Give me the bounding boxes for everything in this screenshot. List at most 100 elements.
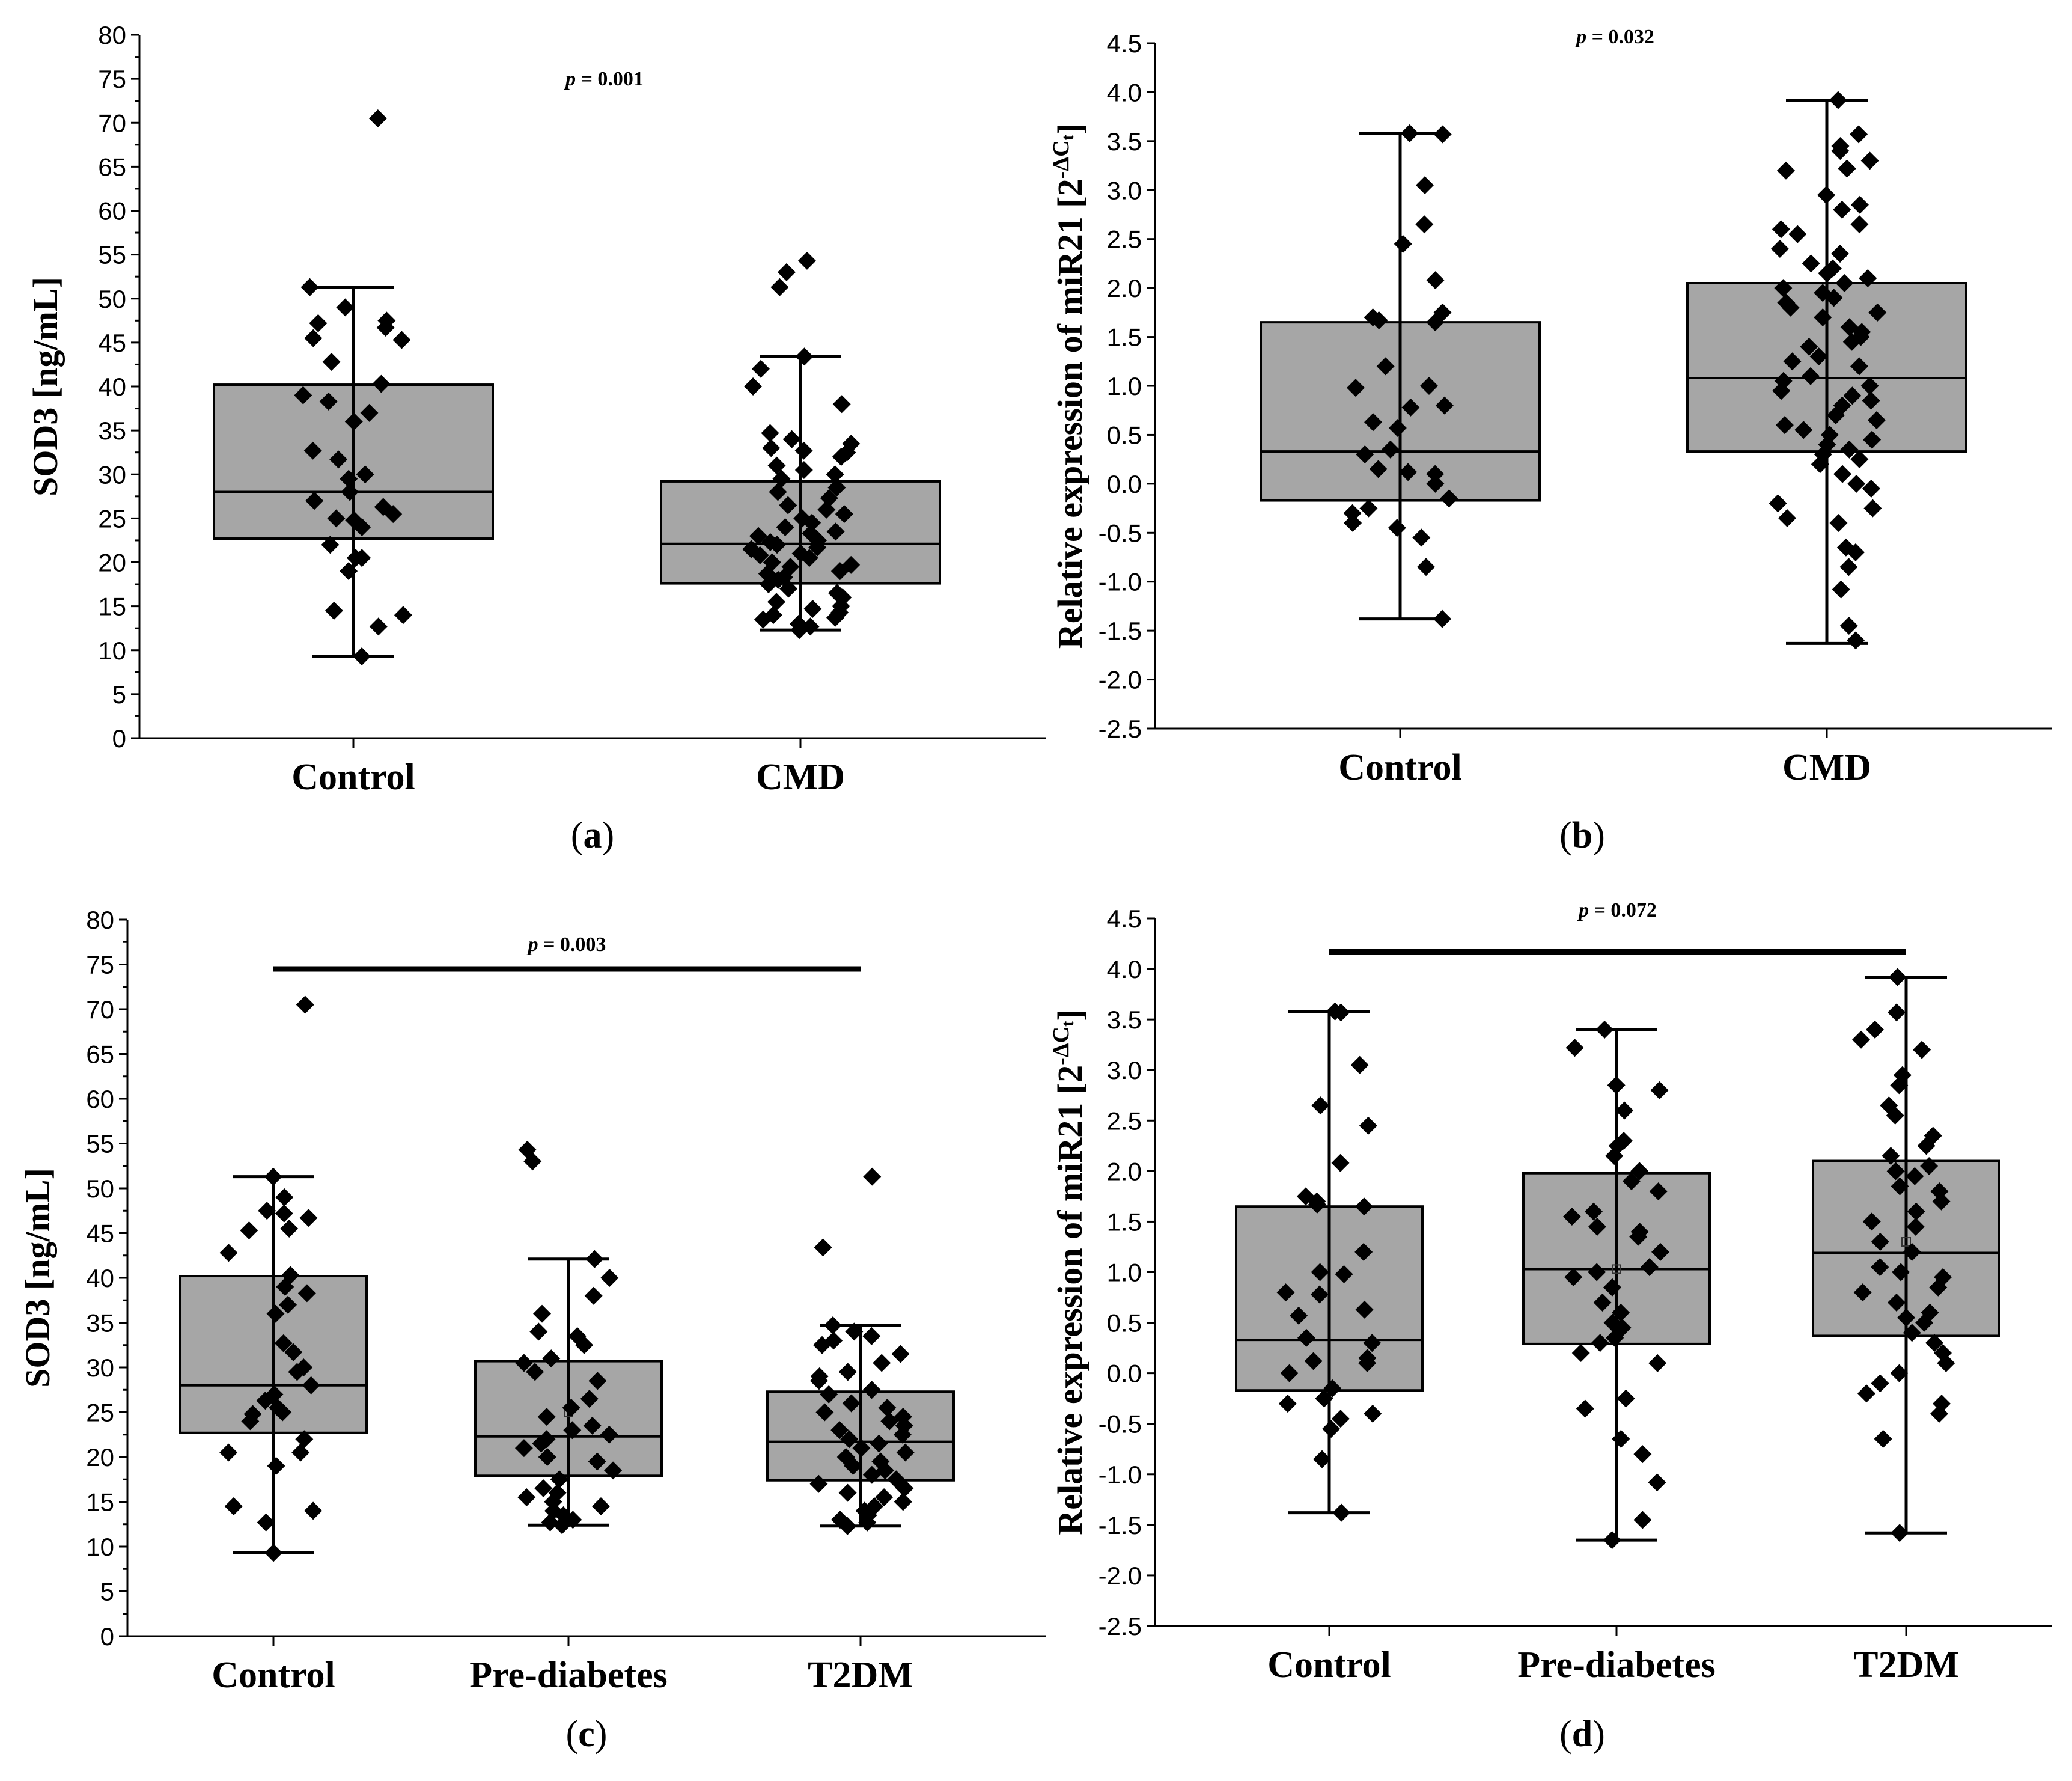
data-point [1412,528,1431,547]
data-point [1783,352,1802,371]
data-point [1650,1081,1669,1099]
data-point [1891,1524,1909,1542]
data-point [1615,1101,1634,1120]
data-point [769,483,787,501]
data-point [360,403,379,422]
data-point [368,109,387,127]
data-point [1831,245,1850,263]
data-point [257,1513,275,1532]
data-point [541,1513,559,1532]
data-point [1612,1303,1630,1322]
data-point [1331,1153,1350,1172]
data-point [264,1544,283,1562]
data-point [1937,1354,1955,1372]
data-point [304,1501,323,1520]
data-point [762,439,781,457]
data-point [1847,631,1865,650]
data-point [894,1492,912,1511]
data-point [1633,1511,1652,1529]
data-point [1280,1364,1299,1382]
y-tick-label: 50 [86,1175,114,1203]
data-point [1308,1195,1326,1214]
data-point [533,1304,552,1323]
data-point [1781,298,1800,317]
data-point [1630,1162,1649,1181]
y-tick-label: 0 [100,1622,114,1651]
chart-panel-2: 0 5 10 15 20 25 30 35 40 45 50 55 60 65 70 75 80 Control P… [18,906,1046,1755]
data-point [835,505,853,524]
data-point [1433,609,1452,628]
y-tick-label: 45 [86,1220,114,1248]
y-tick-label: 70 [86,995,114,1024]
y-tick-label: 4.0 [1107,955,1142,983]
data-point [224,1497,243,1515]
data-point [266,1304,285,1323]
data-point [820,1385,838,1404]
y-tick-label: 65 [86,1040,114,1069]
data-point [1907,1202,1925,1221]
data-point [1850,357,1869,376]
data-point [826,465,844,484]
y-tick-label: 1.0 [1107,1259,1142,1287]
data-point [580,1390,599,1408]
data-point [1826,406,1845,424]
data-point [1622,1172,1641,1191]
data-point [1381,440,1400,459]
data-point [275,1204,293,1223]
data-point [1772,220,1790,239]
data-point [832,395,851,414]
data-point [1868,303,1887,322]
data-point [1364,413,1383,432]
data-point [1832,580,1850,599]
y-tick-label: -2.5 [1098,1612,1142,1640]
x-category-label: Control [291,757,415,798]
data-point [336,298,355,317]
box-pre-diabetes [474,1140,663,1535]
data-point [353,518,371,536]
panel-label: (a) [571,815,614,856]
data-point [353,647,371,665]
data-point [1323,1379,1342,1398]
data-point [895,1479,914,1498]
data-point [1788,225,1807,243]
data-point [776,518,794,536]
data-point [779,579,798,598]
data-point [1399,463,1418,481]
y-tick-label: 30 [98,460,126,489]
data-point [275,1188,294,1206]
data-point [1313,1450,1332,1468]
data-point [1903,1242,1921,1261]
y-tick-label: 1.5 [1107,323,1142,352]
mean-marker [1901,1237,1911,1247]
data-point [1603,1531,1621,1550]
data-point [1802,367,1820,385]
data-point [862,1327,881,1345]
data-point [1311,1096,1330,1115]
data-point [1651,1242,1670,1261]
data-point [1606,1328,1624,1347]
data-point [295,1430,314,1449]
data-point [341,483,359,501]
data-point [219,1244,238,1262]
data-point [1920,1156,1939,1175]
data-point [863,1167,882,1186]
data-point [1640,1258,1659,1277]
data-point [394,606,412,625]
data-point [526,1363,544,1381]
data-point [873,1354,891,1372]
data-point [1344,514,1362,532]
data-point [1648,1354,1667,1372]
x-category-label: Control [1338,747,1462,788]
data-point [1886,1106,1904,1125]
data-point [256,1392,275,1410]
data-point [514,1354,533,1372]
data-point [1932,1192,1951,1211]
data-point [838,1363,857,1381]
x-category-label: T2DM [808,1655,913,1696]
data-point [1891,1177,1909,1196]
data-point [1426,271,1445,290]
box-pre-diabetes [1522,1020,1711,1550]
data-point [751,359,770,378]
data-point [1350,1055,1369,1074]
data-point [1400,124,1419,142]
